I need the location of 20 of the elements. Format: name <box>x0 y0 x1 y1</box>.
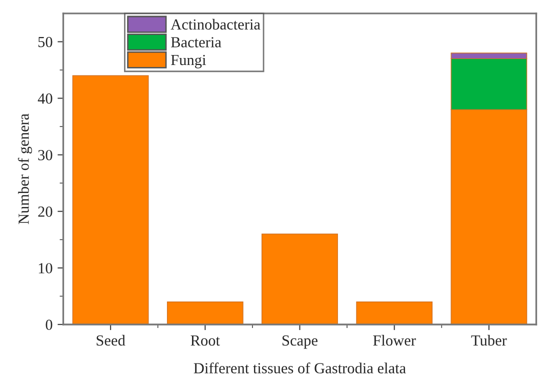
x-tick-label: Flower <box>373 334 416 346</box>
legend-label: Bacteria <box>171 37 222 48</box>
legend-label: Fungi <box>171 54 206 68</box>
bar <box>72 75 149 324</box>
y-tick-label: 10 <box>38 263 52 274</box>
x-tick-label: Root <box>190 335 220 346</box>
y-tick-label: 30 <box>38 150 52 160</box>
y-axis-title: Number of genera <box>18 114 32 224</box>
x-tick-label: Tuber <box>471 334 507 346</box>
bar <box>356 302 433 324</box>
y-tick-label: 0 <box>46 320 52 330</box>
x-tick-label: Seed <box>96 334 126 346</box>
x-axis-title: Different tissues of Gastrodia elata <box>194 362 406 374</box>
y-tick-label: 40 <box>38 93 52 104</box>
y-tick-label: 50 <box>38 36 52 48</box>
y-tick-label: 20 <box>38 206 52 217</box>
legend-label: Actinobacteria <box>170 18 260 30</box>
bar <box>262 234 338 324</box>
bar <box>166 302 244 324</box>
x-tick-label: Scape <box>282 335 318 349</box>
